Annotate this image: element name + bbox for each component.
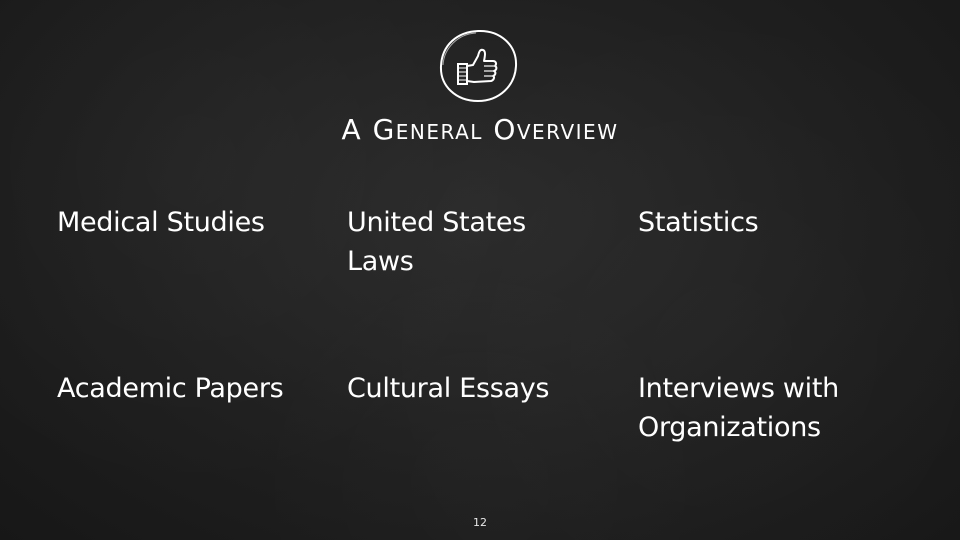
topic-medical-studies: Medical Studies: [57, 203, 317, 242]
topic-line: Statistics: [638, 207, 759, 238]
thumbs-up-icon: [436, 28, 520, 104]
page-number: 12: [473, 516, 487, 529]
topic-line: Cultural Essays: [347, 373, 550, 404]
topic-line: Laws: [347, 246, 414, 277]
topic-line: Interviews with: [638, 373, 839, 404]
slide-title: A General Overview: [341, 113, 619, 146]
topic-united-states-laws: United States Laws: [347, 203, 607, 281]
topic-cultural-essays: Cultural Essays: [347, 369, 607, 408]
topic-line: Organizations: [638, 412, 821, 443]
topic-statistics: Statistics: [638, 203, 898, 242]
topic-line: Medical Studies: [57, 207, 265, 238]
topic-line: Academic Papers: [57, 373, 284, 404]
topic-interviews-with-organizations: Interviews with Organizations: [638, 369, 938, 447]
topic-academic-papers: Academic Papers: [57, 369, 317, 408]
topic-line: United States: [347, 207, 526, 238]
